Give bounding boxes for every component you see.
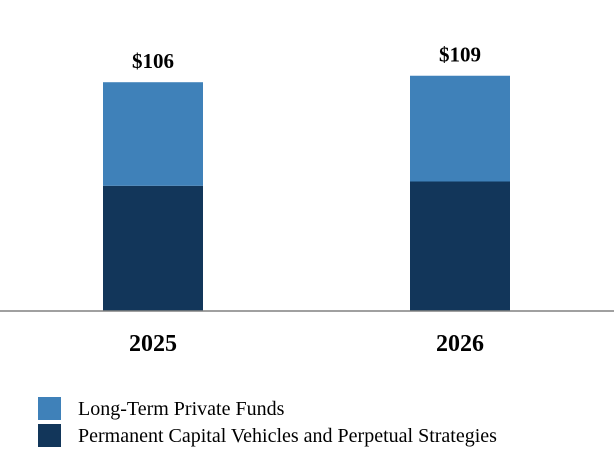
legend-label-0: Permanent Capital Vehicles and Perpetual… <box>78 425 497 447</box>
category-label-2025: 2025 <box>129 331 177 357</box>
labels-group: $106 2025 $109 2026 <box>129 43 484 357</box>
bar-segment-2025-series-1 <box>103 82 203 186</box>
legend-swatch-0 <box>38 424 61 447</box>
category-label-2026: 2026 <box>436 331 484 357</box>
bar-segment-2026-series-0 <box>410 181 510 311</box>
total-label-2025: $106 <box>132 49 174 73</box>
legend: Long-Term Private Funds Permanent Capital… <box>38 397 497 447</box>
total-label-2026: $109 <box>439 43 481 67</box>
bars-group <box>103 75 510 311</box>
bar-segment-2025-series-0 <box>103 185 203 311</box>
legend-swatch-1 <box>38 397 61 420</box>
bar-segment-2026-series-1 <box>410 75 510 182</box>
legend-label-1: Long-Term Private Funds <box>78 398 285 420</box>
